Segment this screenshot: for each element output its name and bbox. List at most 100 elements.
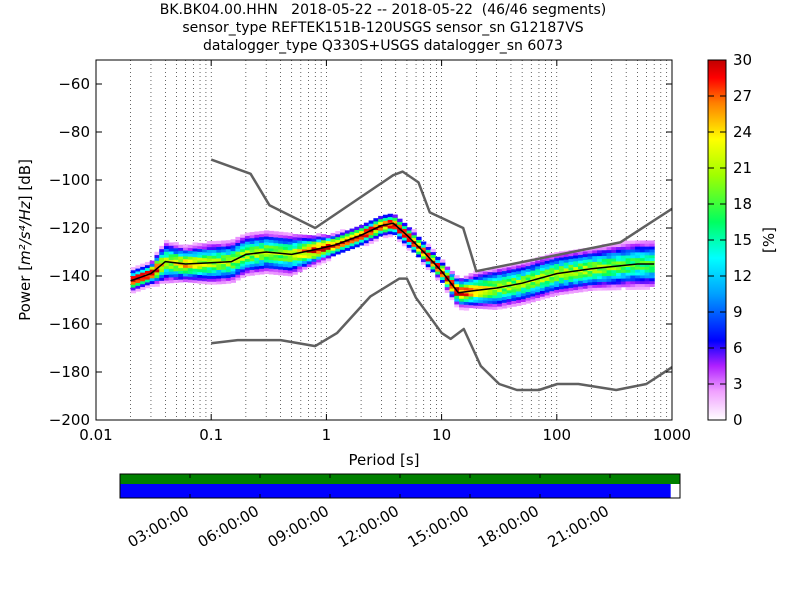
density-cell <box>197 277 203 281</box>
density-cell <box>635 269 641 273</box>
density-cell <box>630 272 636 276</box>
density-cell <box>202 263 208 267</box>
density-cell <box>244 241 251 245</box>
density-cell <box>501 282 508 286</box>
density-cell <box>454 286 460 291</box>
density-cell <box>335 248 341 252</box>
density-cell <box>187 276 194 280</box>
density-cell <box>230 279 236 283</box>
density-cell <box>468 296 474 300</box>
density-cell <box>459 298 465 302</box>
density-cell <box>278 263 284 267</box>
density-cell <box>306 263 313 268</box>
density-cell <box>173 242 179 246</box>
density-cell <box>273 245 279 249</box>
density-cell <box>554 280 560 285</box>
density-cell <box>235 265 241 269</box>
density-cell <box>387 233 394 238</box>
density-cell <box>616 272 622 276</box>
density-cell <box>592 284 598 288</box>
density-cell <box>263 259 270 263</box>
density-cell <box>649 240 655 244</box>
density-cell <box>520 298 527 302</box>
density-cell <box>230 256 236 260</box>
density-cell <box>411 232 417 236</box>
density-cell <box>649 257 655 262</box>
density-cell <box>330 247 336 251</box>
density-cell <box>268 248 275 252</box>
density-cell <box>478 276 484 281</box>
density-cell <box>463 301 470 305</box>
density-cell <box>563 276 570 280</box>
density-cell <box>597 287 603 291</box>
density-cell <box>225 243 232 247</box>
density-cell <box>611 252 617 256</box>
density-cell <box>592 258 598 262</box>
density-cell <box>349 245 355 250</box>
colorbar-ticks: 0 3 6 9 12 15 18 21 24 27 30 <box>708 51 752 429</box>
density-cell <box>644 260 650 264</box>
x-tick-label: 1000 <box>653 426 691 444</box>
density-cell <box>587 273 593 277</box>
density-cell <box>254 234 260 238</box>
density-cell <box>539 279 546 283</box>
density-cell <box>282 232 289 236</box>
density-cell <box>611 275 617 279</box>
density-cell <box>202 266 208 270</box>
density-cell <box>582 250 589 255</box>
density-cell <box>563 279 570 283</box>
density-cell <box>635 252 641 256</box>
density-cell <box>435 274 441 278</box>
density-cell <box>254 268 260 273</box>
density-cell <box>187 279 194 283</box>
density-cell <box>587 253 593 257</box>
density-cell <box>197 280 203 284</box>
density-cell <box>544 289 551 293</box>
density-cell <box>206 264 213 268</box>
density-cell <box>340 229 346 233</box>
density-cell <box>206 240 213 245</box>
density-cell <box>573 286 579 291</box>
density-cell <box>406 241 413 245</box>
density-cell <box>282 263 289 268</box>
density-cell <box>382 217 389 221</box>
density-cell <box>535 274 541 278</box>
density-cell <box>616 278 622 282</box>
density-cell <box>478 282 484 286</box>
density-cell <box>497 297 503 301</box>
density-cell <box>240 237 246 241</box>
density-cell <box>611 281 617 285</box>
density-cell <box>568 258 574 262</box>
density-cell <box>244 235 251 239</box>
density-cell <box>635 249 641 253</box>
density-cell <box>178 276 184 280</box>
density-cell <box>416 236 422 241</box>
density-cell <box>216 252 222 256</box>
density-cell <box>539 290 546 294</box>
density-cell <box>206 272 213 276</box>
density-cell <box>321 257 327 261</box>
density-cell <box>635 263 641 267</box>
density-cell <box>611 255 617 259</box>
colorbar-tick-label: 9 <box>733 303 743 321</box>
density-cell <box>468 273 474 277</box>
density-cell <box>539 293 546 297</box>
density-cell <box>482 274 489 278</box>
density-cell <box>259 230 265 235</box>
density-cell <box>454 278 460 282</box>
colorbar-tick-label: 6 <box>733 339 743 357</box>
density-cell <box>173 262 179 266</box>
density-cell <box>544 280 551 284</box>
density-cell <box>592 250 598 254</box>
density-cell <box>159 274 165 278</box>
density-cell <box>459 278 465 282</box>
timeline-tick-label: 21:00:00 <box>545 502 612 551</box>
density-cell <box>192 259 198 263</box>
density-cell <box>544 283 551 287</box>
density-cell <box>282 272 289 276</box>
density-cell <box>625 257 631 262</box>
density-cell <box>321 254 327 258</box>
density-cell <box>516 279 522 283</box>
density-cell <box>240 248 246 253</box>
y-tick-label: −60 <box>58 75 90 93</box>
